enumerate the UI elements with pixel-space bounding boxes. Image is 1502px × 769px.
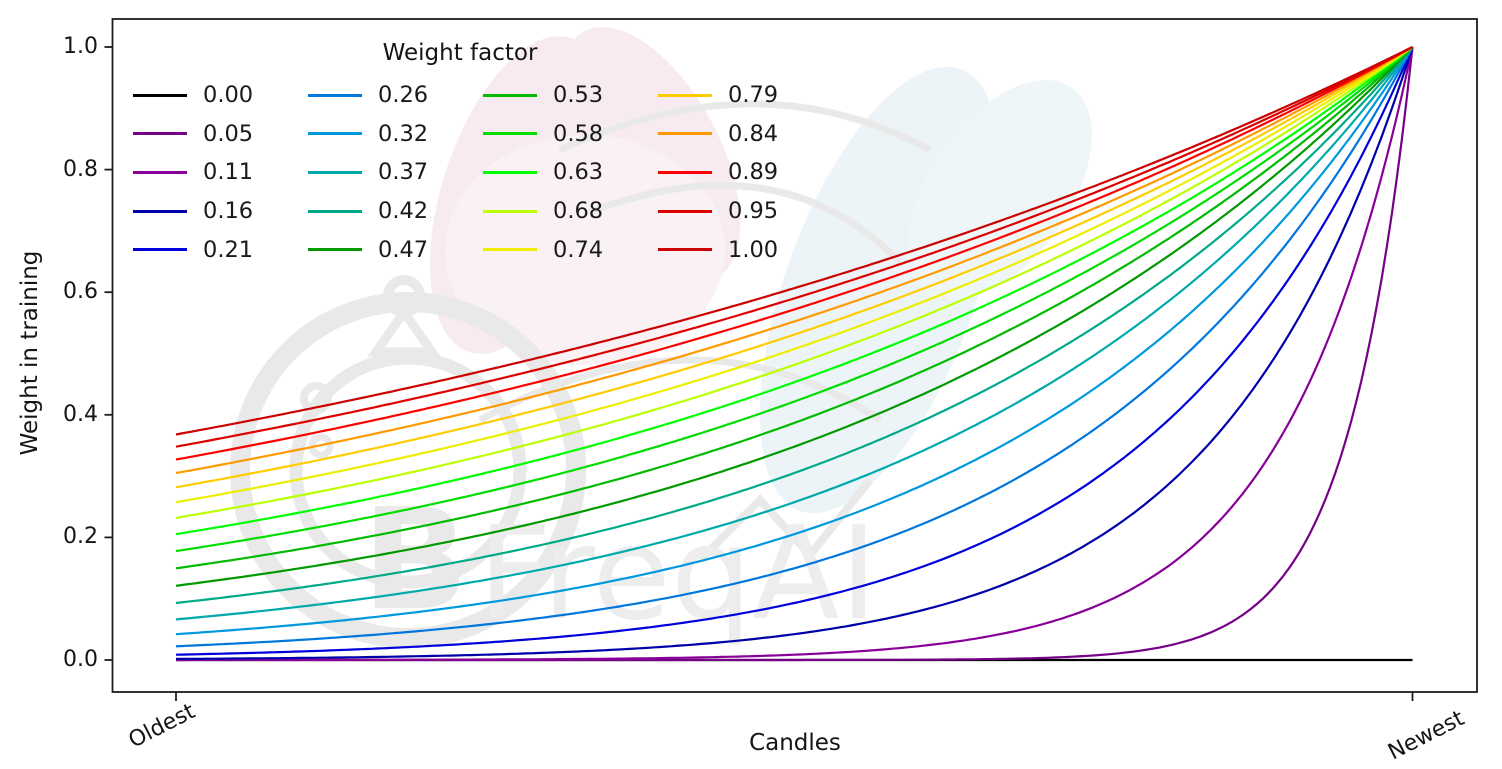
legend-entry: 0.58 [483, 115, 658, 154]
legend-entry: 0.68 [483, 192, 658, 231]
watermark-logo-icon: B [230, 100, 932, 648]
weight-curve-0.95 [175, 46, 1414, 448]
y-tick-label: 1.0 [63, 34, 98, 59]
weight-curve-0.58 [175, 46, 1414, 553]
legend-entry: 0.16 [133, 192, 308, 231]
legend-line-swatch [308, 209, 362, 213]
axes-spines [104, 18, 1478, 701]
legend-entry-label: 0.68 [553, 198, 604, 225]
legend-entry-label: 0.21 [203, 236, 254, 263]
legend-line-swatch [658, 170, 712, 174]
legend-grid: 0.00 0.05 0.11 0.16 0.21 0.26 0.32 0.37 0.42 0.47… [133, 76, 833, 269]
legend-line-swatch [133, 209, 187, 213]
legend-entry-label: 0.26 [378, 82, 429, 109]
svg-text:B: B [362, 479, 469, 642]
legend-line-swatch [658, 209, 712, 213]
weight-curve-0.63 [175, 46, 1414, 536]
legend-entry: 1.00 [658, 230, 833, 269]
weight-curve-0.79 [175, 46, 1414, 489]
legend-entry-label: 0.63 [553, 159, 604, 186]
legend-line-swatch [658, 93, 712, 97]
weight-curve-0.74 [175, 46, 1414, 504]
legend-entry-label: 0.79 [728, 82, 779, 109]
legend-entry: 0.21 [133, 230, 308, 269]
legend-entry: 0.84 [658, 115, 833, 154]
weight-curves [175, 46, 1414, 662]
legend-entry-label: 0.37 [378, 159, 429, 186]
legend-line-swatch [483, 209, 537, 213]
legend-entry-label: 0.47 [378, 236, 429, 263]
legend-line-swatch [658, 132, 712, 136]
legend-entry: 0.00 [133, 76, 308, 115]
legend-line-swatch [133, 248, 187, 252]
y-tick-label: 0.6 [63, 279, 98, 305]
legend-line-swatch [308, 93, 362, 97]
legend-entry: 0.47 [308, 230, 483, 269]
legend-entry-label: 0.11 [203, 159, 254, 186]
legend-entry: 0.95 [658, 192, 833, 231]
weight-curve-0.16 [176, 46, 1414, 660]
legend-entry: 0.79 [658, 76, 833, 115]
weight-curve-0.32 [175, 46, 1414, 636]
y-tick-label: 0.0 [63, 647, 98, 672]
legend-entry: 0.26 [308, 76, 483, 115]
legend-entry: 0.89 [658, 153, 833, 192]
weight-curve-0.47 [175, 46, 1414, 587]
legend-entry-label: 0.58 [553, 120, 604, 147]
legend-line-swatch [483, 93, 537, 97]
legend-entry-label: 0.32 [378, 120, 429, 147]
legend-entry-label: 0.42 [378, 198, 429, 225]
legend-line-swatch [483, 170, 537, 174]
weight-curve-0.53 [175, 46, 1414, 570]
legend-line-swatch [483, 132, 537, 136]
legend-line-swatch [483, 248, 537, 252]
y-axis-label: Weight in training [17, 250, 43, 456]
y-tick-label: 0.2 [63, 524, 98, 550]
legend-line-swatch [133, 93, 187, 97]
legend-entry-label: 0.05 [203, 120, 254, 147]
legend-entry-label: 0.00 [203, 82, 254, 109]
legend-entry: 0.74 [483, 230, 658, 269]
y-tick-label: 0.8 [63, 156, 98, 182]
legend-title: Weight factor [382, 40, 538, 66]
legend-entry: 0.42 [308, 192, 483, 231]
x-axis-label: Candles [749, 730, 841, 756]
weight-curve-0.84 [175, 46, 1414, 475]
legend-entry: 0.32 [308, 115, 483, 154]
legend-entry-label: 0.16 [203, 198, 254, 225]
watermark-leaves [429, 27, 1092, 514]
weight-curve-0.89 [175, 46, 1414, 461]
legend-line-swatch [133, 170, 187, 174]
legend-line-swatch [658, 248, 712, 252]
legend-entry: 0.63 [483, 153, 658, 192]
legend: Weight factor 0.00 0.05 0.11 0.16 0.21 0.26 0.… [133, 40, 833, 269]
legend-entry-label: 0.53 [553, 82, 604, 109]
weight-curve-0.68 [175, 46, 1414, 519]
weight-curve-0.26 [175, 46, 1414, 648]
y-tick-label: 0.4 [63, 401, 98, 427]
weight-curve-0.37 [175, 46, 1414, 621]
legend-entry-label: 0.95 [728, 198, 779, 225]
weight-curve-1.00 [175, 46, 1413, 436]
legend-entry-label: 0.89 [728, 159, 779, 186]
legend-line-swatch [308, 170, 362, 174]
legend-entry: 0.53 [483, 76, 658, 115]
legend-entry-label: 1.00 [728, 236, 779, 263]
legend-entry: 0.05 [133, 115, 308, 154]
legend-entry: 0.11 [133, 153, 308, 192]
legend-entry-label: 0.84 [728, 120, 779, 147]
legend-line-swatch [308, 132, 362, 136]
weight-curve-0.21 [175, 46, 1414, 656]
legend-entry-label: 0.74 [553, 236, 604, 263]
legend-line-swatch [133, 132, 187, 136]
legend-entry: 0.37 [308, 153, 483, 192]
weight-curve-0.42 [175, 46, 1414, 605]
legend-line-swatch [308, 248, 362, 252]
weight-curve-0.11 [176, 46, 1414, 662]
